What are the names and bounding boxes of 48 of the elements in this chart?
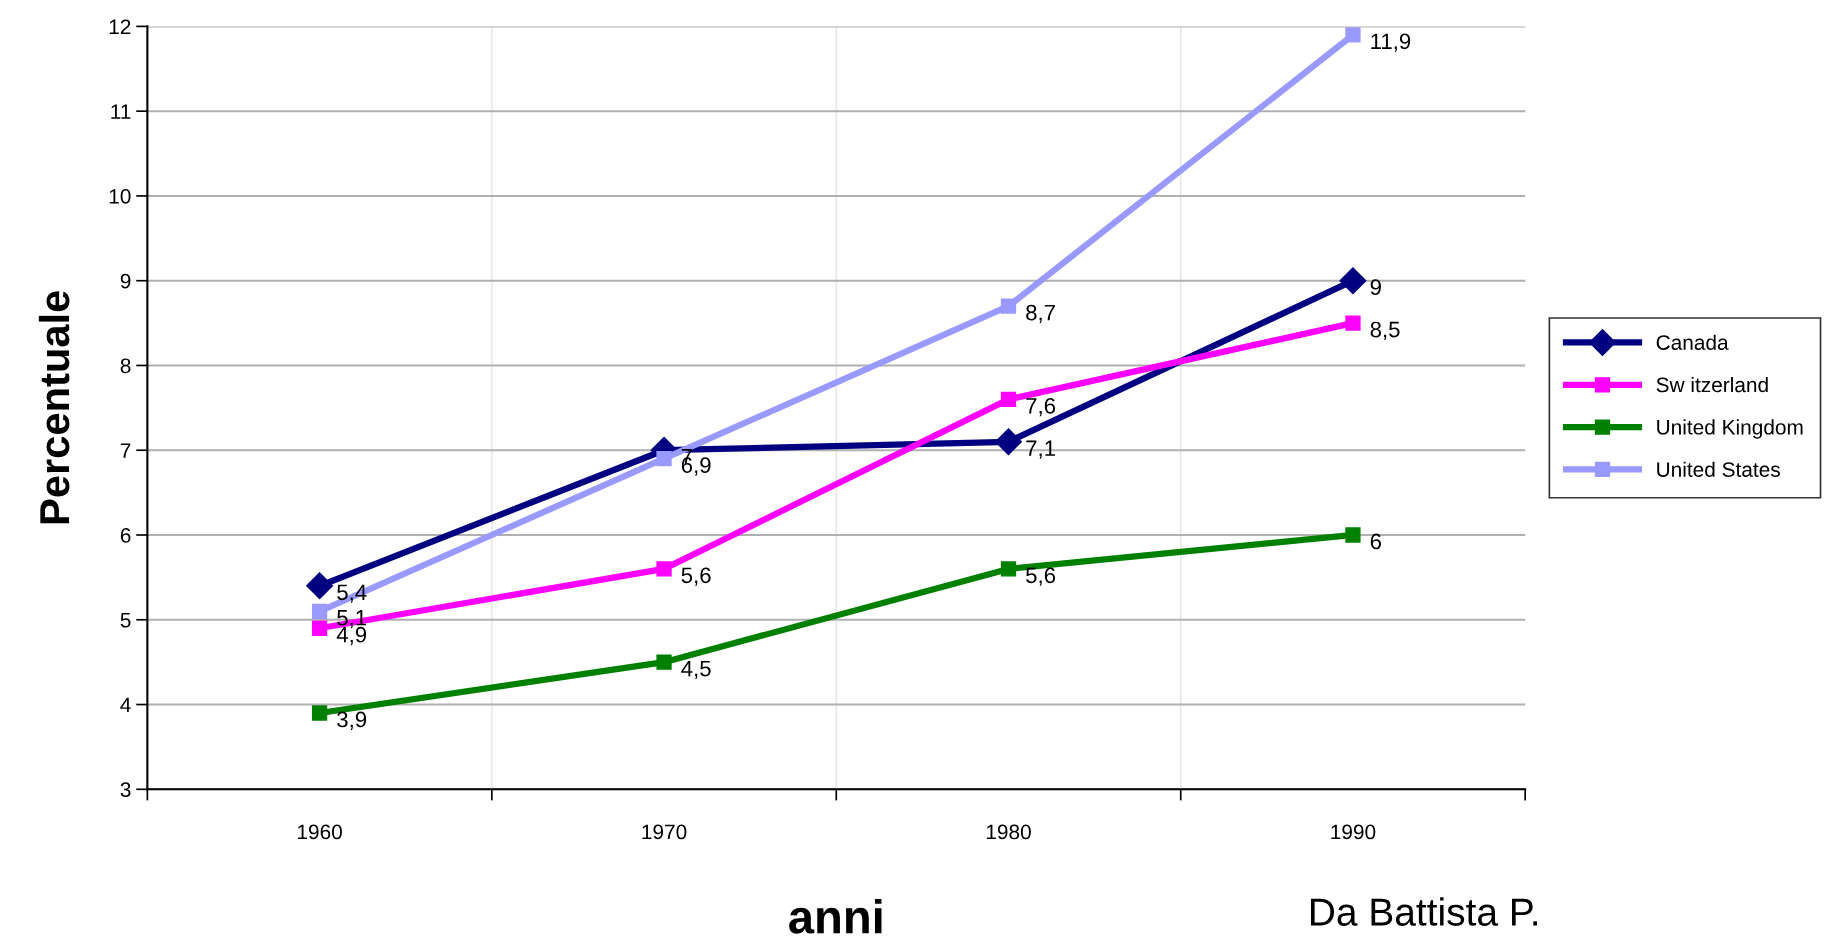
data-label: 5,6 (681, 567, 711, 586)
point (311, 603, 328, 619)
point (306, 572, 334, 600)
point (1345, 315, 1361, 331)
point (1000, 298, 1017, 314)
point (1000, 391, 1017, 408)
point (995, 428, 1022, 456)
point (311, 705, 328, 721)
data-label: 5,4 (337, 584, 367, 603)
y-tick-label: 5 (120, 612, 131, 628)
x-tick-label: 1970 (642, 824, 687, 840)
x-tick-label: 1990 (1331, 824, 1376, 840)
y-tick-label: 6 (120, 528, 131, 543)
legend-label: United Kingdom (1657, 419, 1803, 439)
data-label: 11,9 (1371, 33, 1411, 52)
data-label: 4,5 (681, 660, 711, 680)
y-axis-title: Percentuale (38, 291, 70, 524)
data-label: 5,6 (1026, 567, 1056, 586)
y-tick-label: 4 (120, 697, 131, 713)
y-tick-label: 10 (109, 188, 131, 204)
x-tick-label: 1980 (986, 824, 1031, 840)
point (1345, 527, 1361, 543)
y-tick-label: 11 (111, 104, 131, 119)
point (1345, 27, 1361, 43)
point (656, 451, 672, 467)
data-label: 7,6 (1026, 397, 1056, 417)
text: Da Battista P. (1311, 897, 1538, 926)
legend-label: United States (1657, 461, 1780, 477)
legend-label: Canada (1656, 334, 1729, 350)
x-axis-title: anni (789, 898, 882, 934)
y-tick-label: 3 (120, 782, 131, 798)
point (1339, 267, 1367, 295)
data-label: 9 (1370, 279, 1381, 295)
y-tick-label: 9 (120, 273, 131, 289)
y-tick-label: 12 (109, 19, 131, 34)
point (1000, 561, 1017, 577)
data-label: 6 (1370, 533, 1381, 550)
data-label: 3,9 (337, 711, 367, 730)
y-tick-label: 7 (120, 443, 131, 458)
point (311, 620, 328, 636)
data-label: 8,7 (1026, 304, 1055, 324)
y-tick-label: 8 (120, 358, 131, 374)
point (656, 654, 672, 670)
legend-label: Sw itzerland (1656, 376, 1768, 393)
data-label: 8,5 (1370, 321, 1400, 341)
x-tick-label: 1960 (298, 824, 342, 840)
point (656, 561, 672, 577)
data-label: 7,1 (1026, 440, 1055, 459)
